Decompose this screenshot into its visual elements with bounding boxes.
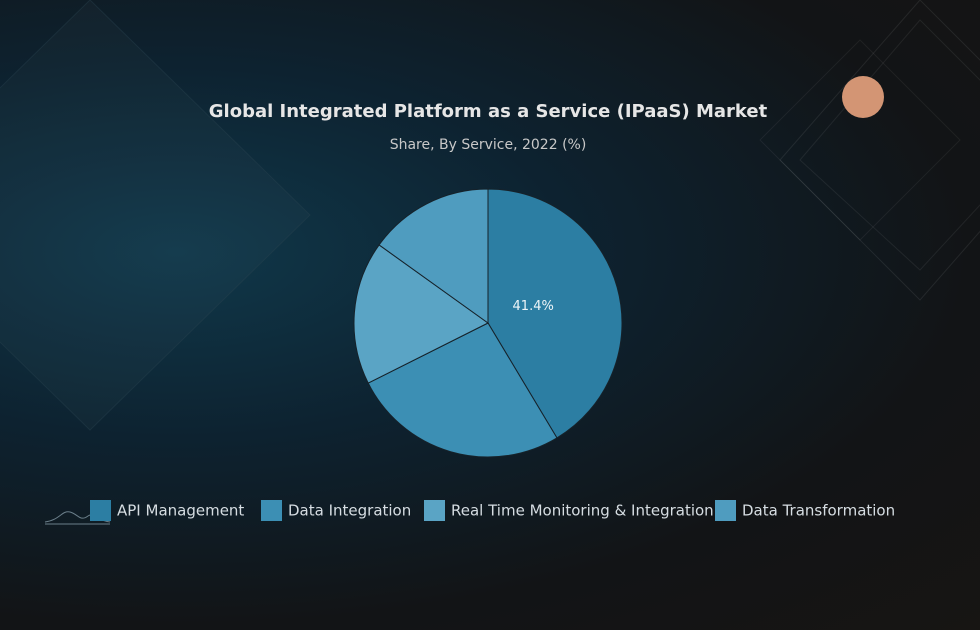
chart-subtitle: Share, By Service, 2022 (%) — [390, 137, 587, 153]
pie-slice — [378, 188, 489, 324]
pie-slice — [487, 188, 623, 439]
legend-label: Data Integration — [288, 502, 411, 520]
pie-slice — [367, 322, 558, 458]
legend-swatch — [424, 500, 445, 521]
pie-slice — [353, 244, 489, 384]
decoration — [0, 0, 884, 525]
legend-label: Data Transformation — [742, 502, 895, 520]
legend-label: API Management — [117, 502, 244, 520]
legend-label: Real Time Monitoring & Integration — [451, 502, 714, 520]
data-label: 41.4% — [513, 299, 554, 314]
legend: API Management Data Integration Real Time … — [90, 500, 895, 521]
pie: 41.4% — [353, 188, 623, 458]
chart-title: Global Integrated Platform as a Service … — [209, 101, 768, 122]
legend-swatch — [261, 500, 282, 521]
legend-swatch — [715, 500, 736, 521]
legend-swatch — [90, 500, 111, 521]
